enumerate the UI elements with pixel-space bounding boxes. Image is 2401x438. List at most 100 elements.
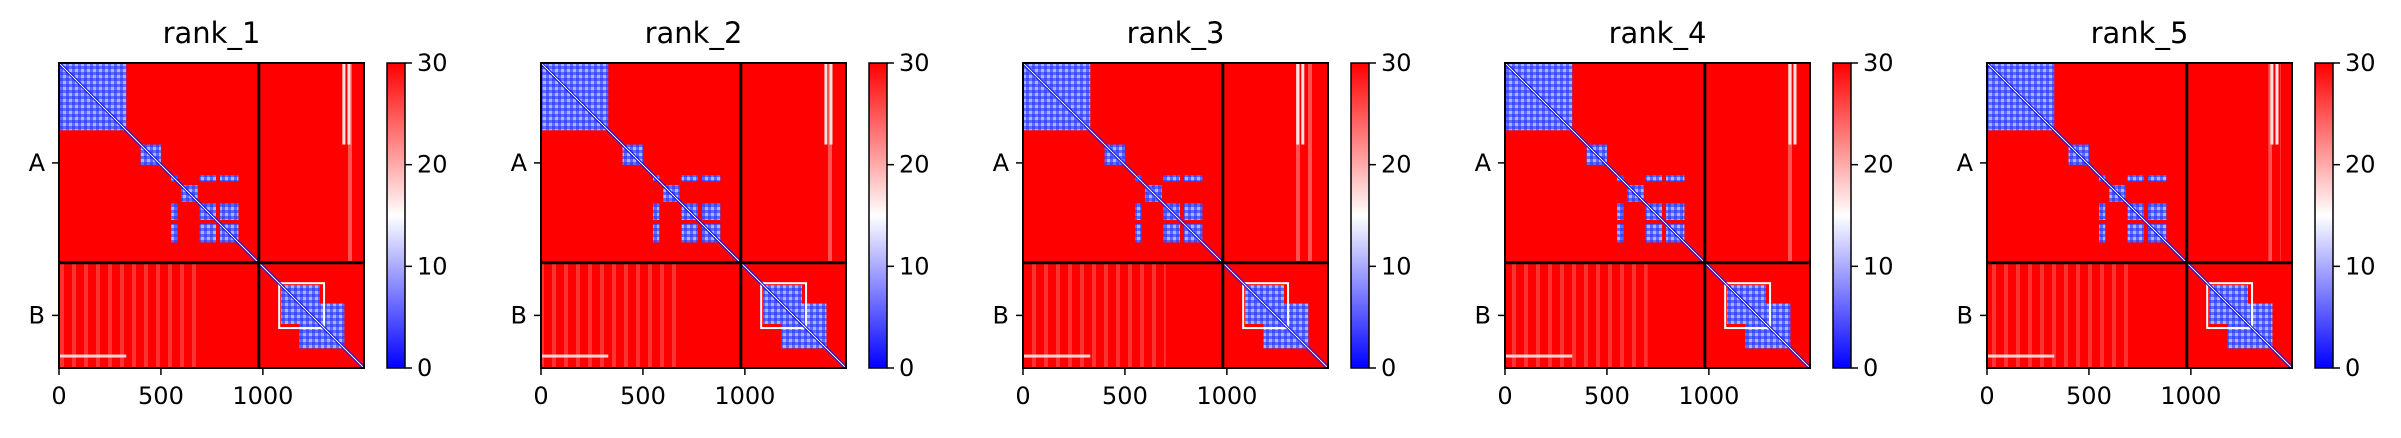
colorbar-tick-label: 30 — [1863, 49, 1894, 77]
colorbar-tick-label: 10 — [2345, 252, 2376, 280]
heatmap-cell — [1617, 203, 1624, 220]
axes-frame — [58, 62, 365, 369]
heatmap-cell — [59, 354, 127, 358]
heatmap-cell — [681, 224, 698, 243]
x-tick-label: 500 — [620, 382, 666, 410]
y-tick-label: B — [29, 301, 45, 329]
heatmap-cell — [347, 63, 351, 145]
heatmap-cell — [1023, 263, 1166, 368]
heatmap-cell — [199, 224, 216, 243]
x-tick-label: 0 — [51, 382, 66, 410]
heatmap-cell — [702, 203, 721, 220]
x-tick-label: 0 — [533, 382, 548, 410]
heatmap-cell — [342, 63, 346, 145]
colorbar-tick-label: 0 — [1863, 354, 1878, 382]
heatmap-cell — [171, 224, 178, 243]
panel-2: rank_2 A B 0 500 1000 0 10 20 30 — [511, 16, 930, 410]
heatmap-cell — [1666, 203, 1685, 220]
y-tick-label: A — [511, 149, 528, 177]
heatmap-cell — [1987, 354, 2055, 358]
panel-title: rank_4 — [1609, 16, 1707, 50]
colorbar — [868, 62, 888, 369]
x-tick-label: 500 — [2066, 382, 2112, 410]
y-tick-label: B — [1475, 301, 1491, 329]
colorbar-tick-label: 20 — [899, 151, 930, 179]
heatmap-cell — [1296, 63, 1300, 145]
x-tick-label: 1000 — [2160, 382, 2221, 410]
panel-title: rank_5 — [2091, 16, 2189, 50]
heatmap-cell — [220, 203, 239, 220]
heatmap-cell — [541, 263, 684, 368]
colorbar-tick-label: 30 — [1381, 49, 1412, 77]
axes-frame — [540, 62, 847, 369]
heatmap-cell — [541, 354, 609, 358]
heatmap-cell — [1793, 63, 1797, 145]
x-tick-label: 500 — [1584, 382, 1630, 410]
y-tick-label: A — [29, 149, 46, 177]
x-tick-label: 0 — [1979, 382, 1994, 410]
panel-title: rank_2 — [645, 16, 743, 50]
heatmap-cell — [2148, 175, 2167, 182]
x-tick-label: 0 — [1015, 382, 1030, 410]
colorbar-tick-label: 20 — [1381, 151, 1412, 179]
heatmap-cell — [1987, 263, 2130, 368]
x-tick-label: 500 — [138, 382, 184, 410]
heatmap-cell — [824, 63, 828, 145]
heatmap-cell — [1242, 282, 1290, 330]
colorbar-tick-label: 0 — [2345, 354, 2360, 382]
colorbar-tick-label: 20 — [417, 151, 448, 179]
heatmap-cell — [1788, 63, 1792, 145]
heatmap-cell — [1184, 175, 1203, 182]
heatmap-diagonal — [1022, 62, 1329, 369]
heatmap-cell — [681, 175, 698, 182]
heatmap-cell — [2099, 203, 2106, 220]
x-tick-label: 500 — [1102, 382, 1148, 410]
heatmap-cell — [2268, 63, 2281, 263]
x-tick-label: 1000 — [232, 382, 293, 410]
heatmap-cell — [59, 263, 202, 368]
colorbar-tick-label: 0 — [899, 354, 914, 382]
heatmap-cell — [2275, 63, 2279, 145]
y-tick-label: B — [511, 301, 527, 329]
heatmap-cell — [220, 175, 239, 182]
x-tick-label: 1000 — [1196, 382, 1257, 410]
colorbar-tick-label: 20 — [1863, 151, 1894, 179]
heatmap-cell — [1163, 224, 1180, 243]
colorbar-tick-label: 20 — [2345, 151, 2376, 179]
heatmap-cell — [2127, 224, 2144, 243]
colorbar-tick-label: 0 — [417, 354, 432, 382]
axes-frame — [1022, 62, 1329, 369]
heatmap-cell — [278, 282, 326, 330]
heatmap-cell — [1505, 354, 1573, 358]
y-tick-label: A — [993, 149, 1010, 177]
heatmap-cell — [2099, 224, 2106, 243]
colorbar — [2314, 62, 2334, 369]
colorbar-tick-label: 10 — [1381, 252, 1412, 280]
colorbar — [1832, 62, 1852, 369]
panel-4: rank_4 A B 0 500 1000 0 10 20 30 — [1475, 16, 1894, 410]
y-tick-label: A — [1957, 149, 1974, 177]
heatmap-cell — [1023, 354, 1091, 358]
x-tick-label: 1000 — [714, 382, 775, 410]
heatmap-cell — [1184, 203, 1203, 220]
heatmap-cell — [2206, 282, 2254, 330]
heatmap-cell — [702, 175, 721, 182]
heatmap-cell — [2270, 63, 2274, 145]
heatmap-cell — [1617, 224, 1624, 243]
heatmap-diagonal — [1504, 62, 1811, 369]
x-tick-label: 0 — [1497, 382, 1512, 410]
axes-frame — [1986, 62, 2293, 369]
colorbar-tick-label: 0 — [1381, 354, 1396, 382]
heatmap-cell — [1163, 175, 1180, 182]
y-tick-label: B — [1957, 301, 1973, 329]
colorbar-tick-label: 10 — [417, 252, 448, 280]
heatmap-cell — [1724, 282, 1772, 330]
heatmap-cell — [1666, 175, 1685, 182]
heatmap-cell — [1135, 224, 1142, 243]
colorbar — [1350, 62, 1370, 369]
colorbar-tick-label: 30 — [417, 49, 448, 77]
heatmap-diagonal — [58, 62, 365, 369]
y-tick-label: B — [993, 301, 1009, 329]
heatmap-diagonal — [540, 62, 847, 369]
